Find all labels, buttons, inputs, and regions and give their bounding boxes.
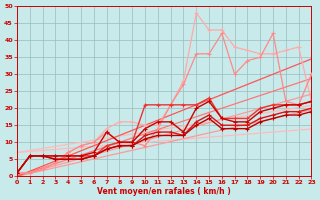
X-axis label: Vent moyen/en rafales ( km/h ): Vent moyen/en rafales ( km/h ) bbox=[97, 187, 231, 196]
